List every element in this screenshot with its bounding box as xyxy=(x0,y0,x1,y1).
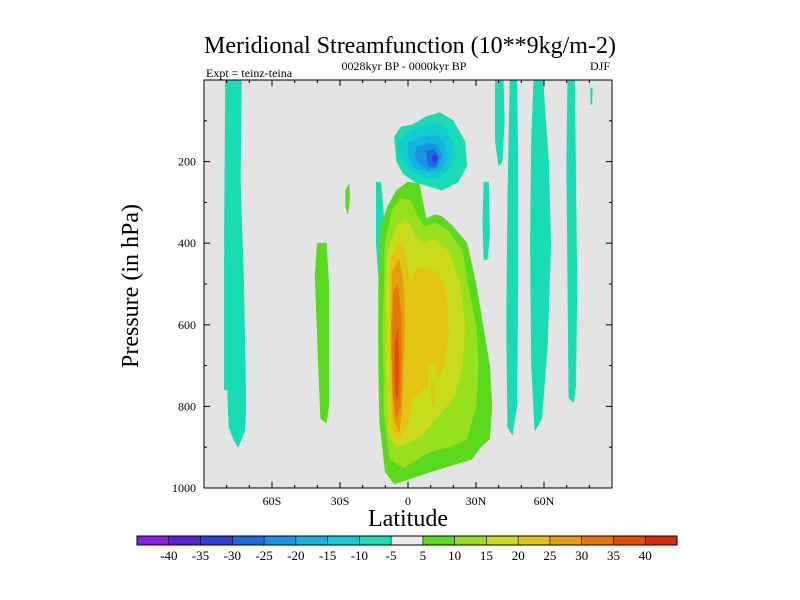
x-axis-title: Latitude xyxy=(368,506,448,532)
colorbar-label: 35 xyxy=(607,548,620,563)
y-tick-label-600: 600 xyxy=(178,318,196,332)
chart-title: Meridional Streamfunction (10**9kg/m-2) xyxy=(204,33,616,59)
colorbar-label: -30 xyxy=(224,548,241,563)
colorbar-label: 40 xyxy=(639,548,652,563)
contour-hadley-cell-35 xyxy=(394,328,400,399)
colorbar-label: -35 xyxy=(192,548,209,563)
colorbar-label: 15 xyxy=(480,548,493,563)
plot-frame xyxy=(203,79,613,489)
contour-nh-band-60 xyxy=(530,80,552,432)
colorbar-box xyxy=(518,536,551,545)
x-tick-label-0: 0 xyxy=(405,494,411,508)
colorbar-box xyxy=(391,536,424,545)
chart-subtitle: 0028kyr BP - 0000kyr BP xyxy=(342,59,467,73)
contour-nh-polar-streak xyxy=(590,87,593,105)
colorbar-box xyxy=(232,536,265,545)
colorbar-box xyxy=(549,536,582,545)
colorbar-label: -15 xyxy=(319,548,336,563)
colorbar-box xyxy=(486,536,519,545)
colorbar-label: 10 xyxy=(448,548,461,563)
colorbar-box xyxy=(168,536,201,545)
colorbar-box xyxy=(200,536,233,545)
colorbar-box xyxy=(264,536,297,545)
colorbar-box xyxy=(645,536,678,545)
y-tick-label-200: 200 xyxy=(178,155,196,169)
contour-nh-mid-lat-band xyxy=(506,80,519,436)
colorbar-label: -20 xyxy=(287,548,304,563)
colorbar-box xyxy=(359,536,392,545)
x-tick-label-60N: 60N xyxy=(534,494,555,508)
experiment-label: Expt = teinz-teina xyxy=(206,66,293,80)
colorbar-box xyxy=(454,536,487,545)
y-axis-title: Pressure (in hPa) xyxy=(118,204,144,368)
colorbar-box xyxy=(327,536,360,545)
colorbar-label: 5 xyxy=(420,548,427,563)
colorbar-frame xyxy=(136,535,678,546)
contour-sh-mid-lat-band xyxy=(314,242,330,424)
contour-nh-upper-mid-band xyxy=(482,181,490,260)
contour-nh-band-70 xyxy=(566,80,578,403)
y-tick-label-800: 800 xyxy=(178,399,196,413)
colorbar-label: -5 xyxy=(386,548,397,563)
contour-secondary-cell-20 xyxy=(430,381,435,407)
colorbar-box xyxy=(422,536,455,545)
x-tick-label-30N: 30N xyxy=(466,494,487,508)
contour-sh-thin-streak xyxy=(224,255,229,391)
colorbar-box xyxy=(613,536,646,545)
colorbar-box xyxy=(137,536,170,545)
colorbar-label: 20 xyxy=(512,548,525,563)
colorbar-label: 25 xyxy=(543,548,556,563)
colorbar-box xyxy=(581,536,614,545)
colorbar-label: -40 xyxy=(160,548,177,563)
y-tick-label-1000: 1000 xyxy=(172,481,196,495)
colorbar-label: -10 xyxy=(351,548,368,563)
colorbar-label: 30 xyxy=(575,548,588,563)
season-label: DJF xyxy=(590,59,610,73)
contour-nh-upper-col xyxy=(494,80,505,166)
colorbar-label: -25 xyxy=(255,548,272,563)
colorbar-box xyxy=(295,536,328,545)
x-tick-label-60S: 60S xyxy=(263,494,282,508)
y-tick-label-400: 400 xyxy=(178,236,196,250)
contour-small-upper-cell xyxy=(345,183,350,215)
contour-upper-cell-m35 xyxy=(433,157,438,161)
x-tick-label-30S: 30S xyxy=(331,494,350,508)
